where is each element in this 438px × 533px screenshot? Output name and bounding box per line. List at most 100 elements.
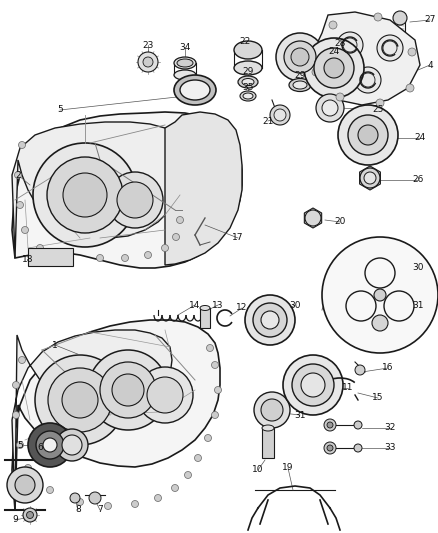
Circle shape — [77, 498, 84, 505]
Circle shape — [329, 21, 337, 29]
Text: 29: 29 — [294, 70, 306, 79]
Text: 12: 12 — [237, 303, 247, 312]
Circle shape — [337, 32, 363, 58]
Circle shape — [47, 157, 123, 233]
Ellipse shape — [293, 81, 307, 89]
Circle shape — [314, 48, 354, 88]
Circle shape — [312, 68, 320, 76]
Circle shape — [283, 355, 343, 415]
Circle shape — [33, 143, 137, 247]
Circle shape — [354, 444, 362, 452]
Circle shape — [46, 487, 53, 494]
Bar — [28, 248, 73, 266]
Polygon shape — [312, 12, 420, 105]
Circle shape — [327, 445, 333, 451]
Circle shape — [336, 93, 344, 101]
Ellipse shape — [200, 305, 210, 311]
Text: 28: 28 — [334, 38, 346, 47]
Circle shape — [67, 252, 74, 259]
Circle shape — [62, 382, 98, 418]
Circle shape — [100, 362, 156, 418]
Circle shape — [355, 67, 381, 93]
Circle shape — [292, 364, 334, 406]
Text: 20: 20 — [334, 217, 346, 227]
Text: 1: 1 — [52, 341, 58, 350]
Ellipse shape — [180, 80, 210, 100]
Circle shape — [360, 168, 380, 188]
Text: 13: 13 — [212, 301, 224, 310]
Circle shape — [354, 421, 362, 429]
Text: 18: 18 — [22, 255, 34, 264]
Circle shape — [184, 472, 191, 479]
Circle shape — [376, 99, 384, 107]
Circle shape — [374, 289, 386, 301]
Circle shape — [348, 115, 388, 155]
Polygon shape — [304, 208, 321, 228]
Circle shape — [324, 442, 336, 454]
Circle shape — [131, 500, 138, 507]
Circle shape — [107, 172, 163, 228]
Circle shape — [21, 227, 28, 233]
Circle shape — [145, 252, 152, 259]
Circle shape — [35, 355, 125, 445]
Circle shape — [316, 94, 344, 122]
Bar — [262, 428, 274, 458]
Circle shape — [212, 361, 219, 368]
Text: 27: 27 — [424, 15, 436, 25]
Ellipse shape — [234, 41, 262, 59]
Polygon shape — [360, 166, 380, 190]
Circle shape — [121, 254, 128, 262]
Circle shape — [253, 303, 287, 337]
Text: 16: 16 — [382, 364, 394, 373]
Polygon shape — [12, 122, 182, 258]
Circle shape — [56, 429, 88, 461]
Text: 34: 34 — [179, 44, 191, 52]
Circle shape — [324, 419, 336, 431]
Ellipse shape — [174, 75, 216, 105]
Circle shape — [162, 245, 169, 252]
Polygon shape — [165, 112, 242, 265]
Text: 17: 17 — [232, 233, 244, 243]
Circle shape — [393, 11, 407, 25]
Polygon shape — [12, 320, 220, 510]
Text: 31: 31 — [294, 410, 306, 419]
Circle shape — [89, 492, 101, 504]
Ellipse shape — [262, 425, 274, 431]
Circle shape — [18, 357, 25, 364]
Circle shape — [276, 33, 324, 81]
Circle shape — [23, 508, 37, 522]
Circle shape — [355, 365, 365, 375]
Circle shape — [177, 216, 184, 223]
Circle shape — [105, 503, 112, 510]
Circle shape — [206, 344, 213, 351]
Circle shape — [36, 431, 64, 459]
Circle shape — [17, 201, 24, 208]
Circle shape — [194, 455, 201, 462]
Ellipse shape — [289, 78, 311, 92]
Text: 30: 30 — [412, 263, 424, 272]
Ellipse shape — [234, 61, 262, 75]
Text: 31: 31 — [412, 301, 424, 310]
Circle shape — [173, 233, 180, 240]
Text: 19: 19 — [282, 464, 294, 472]
Text: 6: 6 — [37, 443, 43, 453]
Bar — [200, 308, 210, 328]
Circle shape — [117, 182, 153, 218]
Circle shape — [70, 493, 80, 503]
Circle shape — [17, 441, 24, 448]
Circle shape — [377, 35, 403, 61]
Ellipse shape — [174, 57, 196, 69]
Circle shape — [291, 48, 309, 66]
Circle shape — [327, 422, 333, 428]
Circle shape — [305, 210, 321, 226]
Circle shape — [143, 57, 153, 67]
Text: 30: 30 — [289, 301, 301, 310]
Circle shape — [7, 467, 43, 503]
Text: 22: 22 — [240, 37, 251, 46]
Ellipse shape — [174, 70, 196, 80]
Text: 10: 10 — [252, 465, 264, 474]
Circle shape — [13, 382, 20, 389]
Circle shape — [322, 237, 438, 353]
Circle shape — [270, 105, 290, 125]
Circle shape — [63, 173, 107, 217]
